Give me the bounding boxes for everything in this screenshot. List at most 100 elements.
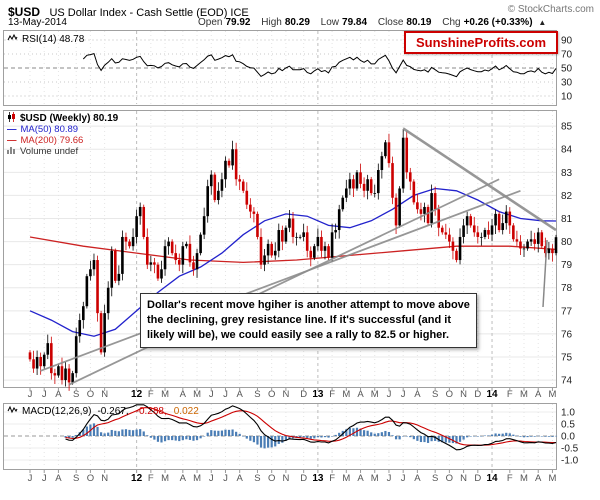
ma50-line bbox=[29, 187, 557, 337]
macd-indicator-icon bbox=[7, 405, 18, 417]
time-axis-label: O bbox=[87, 473, 94, 484]
time-axis-label: S bbox=[73, 389, 79, 400]
time-axis-label: J bbox=[401, 473, 406, 484]
time-axis-label: F bbox=[507, 473, 513, 484]
macd-axis-label: -1.0 bbox=[561, 456, 579, 467]
rsi-axis-label: 30 bbox=[561, 78, 573, 89]
time-axis-label: N bbox=[460, 473, 467, 484]
price-axis-label: 74 bbox=[561, 376, 573, 387]
macd-line bbox=[65, 404, 557, 451]
time-axis-label: A bbox=[55, 389, 62, 400]
time-axis-label: D bbox=[474, 389, 481, 400]
price-axis-label: 80 bbox=[561, 237, 573, 248]
time-axis-label: F bbox=[148, 473, 154, 484]
low-label: Low bbox=[320, 17, 340, 28]
time-axis-label: N bbox=[101, 389, 108, 400]
time-axis-label: J bbox=[401, 389, 406, 400]
time-axis-label: D bbox=[474, 473, 481, 484]
time-axis-label: 14 bbox=[486, 389, 498, 400]
price-axis-label: 81 bbox=[561, 214, 573, 225]
time-axis-label: J bbox=[28, 473, 33, 484]
main-panel-legend: $USD (Weekly) 80.19 — MA(50) 80.89 — MA(… bbox=[7, 112, 118, 157]
annotation-line-3: likely will be), we could easily see a r… bbox=[147, 329, 450, 341]
time-axis-label: M bbox=[520, 473, 528, 484]
time-axis-label: M bbox=[371, 473, 379, 484]
time-axis-label: O bbox=[446, 473, 453, 484]
rsi-axis-label: 50 bbox=[561, 64, 573, 75]
macd-label-text: MACD(12,26,9) bbox=[22, 405, 92, 417]
time-axis-label: S bbox=[432, 473, 438, 484]
quote-strip: Open 79.92 High 80.29 Low 79.84 Close 80.19 … bbox=[190, 17, 546, 28]
branding-box: SunshineProfits.com bbox=[404, 31, 558, 54]
price-axis-label: 83 bbox=[561, 168, 573, 179]
annotation-callout-line bbox=[542, 239, 548, 308]
time-axis-label: S bbox=[254, 389, 260, 400]
time-axis-label: M bbox=[193, 473, 201, 484]
price-axis-label: 79 bbox=[561, 260, 573, 271]
time-axis-label: A bbox=[414, 389, 421, 400]
change-up-arrow-icon: ▲ bbox=[538, 18, 547, 27]
legend-volume: Volume undef bbox=[20, 146, 79, 157]
price-axis-label: 78 bbox=[561, 283, 573, 294]
time-axis-label: O bbox=[446, 389, 453, 400]
close-value: 80.19 bbox=[406, 17, 432, 28]
candlestick-icon bbox=[7, 112, 16, 125]
time-axis-label: A bbox=[55, 473, 62, 484]
close-label: Close bbox=[377, 17, 404, 28]
price-axis-label: 85 bbox=[561, 122, 573, 133]
volume-bars-icon bbox=[7, 146, 16, 157]
price-axis-label: 82 bbox=[561, 191, 573, 202]
chart-date: 13-May-2014 bbox=[8, 17, 67, 28]
time-axis-label: S bbox=[254, 473, 260, 484]
time-axis-label: A bbox=[357, 473, 364, 484]
time-axis-label: N bbox=[282, 389, 289, 400]
price-axis-label: 75 bbox=[561, 352, 573, 363]
change-value: +0.26 (+0.33%) bbox=[463, 17, 533, 28]
time-axis-label: F bbox=[329, 473, 335, 484]
annotation-box: Dollar's recent move hgiher is another a… bbox=[140, 293, 477, 348]
change-label: Chg bbox=[442, 17, 461, 28]
time-axis-label: N bbox=[101, 473, 108, 484]
chart-header: $USD US Dollar Index - Cash Settle (EOD)… bbox=[8, 3, 594, 19]
ma200-line bbox=[29, 236, 557, 264]
symbol-label: $USD bbox=[8, 5, 41, 19]
time-axis-label: O bbox=[87, 389, 94, 400]
time-axis-label: J bbox=[387, 473, 392, 484]
time-axis-label: F bbox=[507, 389, 513, 400]
time-axis-label: 12 bbox=[131, 389, 143, 400]
time-axis-label: O bbox=[268, 389, 275, 400]
ascending-support-line-1 bbox=[40, 189, 521, 372]
time-axis-label: O bbox=[268, 473, 275, 484]
price-axis-label: 77 bbox=[561, 306, 573, 317]
copyright-label: © StockCharts.com bbox=[507, 4, 594, 15]
rsi-axis-label: 90 bbox=[561, 36, 573, 47]
time-axis-label: M bbox=[193, 389, 201, 400]
rsi-label-text: RSI(14) 48.78 bbox=[22, 33, 85, 45]
time-axis-label: J bbox=[209, 473, 214, 484]
time-axis-label: M bbox=[548, 473, 556, 484]
low-value: 79.84 bbox=[342, 17, 368, 28]
ma50-line-icon: — bbox=[7, 124, 17, 135]
time-axis-label: D bbox=[300, 389, 307, 400]
time-axis-label: 12 bbox=[131, 473, 143, 484]
time-axis-label: A bbox=[180, 389, 187, 400]
time-axis-label: S bbox=[73, 473, 79, 484]
rsi-line bbox=[82, 52, 557, 78]
macd-panel-label: MACD(12,26,9) -0.267, -0.288, 0.022 bbox=[7, 405, 199, 417]
chart-title: US Dollar Index - Cash Settle (EOD) ICE bbox=[49, 7, 249, 19]
high-label: High bbox=[261, 17, 282, 28]
time-axis-label: A bbox=[535, 389, 542, 400]
time-axis-label: A bbox=[180, 473, 187, 484]
time-axis-label: J bbox=[209, 389, 214, 400]
time-axis-label: A bbox=[535, 473, 542, 484]
macd-histogram bbox=[64, 423, 558, 449]
macd-axis-label: -0.5 bbox=[561, 444, 579, 455]
macd-axis-label: 1.0 bbox=[561, 408, 575, 419]
time-axis-label: M bbox=[520, 389, 528, 400]
time-axis-label: M bbox=[371, 389, 379, 400]
time-axis-label: 13 bbox=[312, 389, 324, 400]
time-axis-label: S bbox=[432, 389, 438, 400]
time-axis-label: M bbox=[161, 473, 169, 484]
price-axis-label: 76 bbox=[561, 329, 573, 340]
